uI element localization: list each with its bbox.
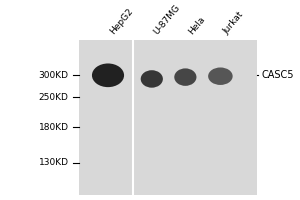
Text: Jurkat: Jurkat [222, 10, 246, 36]
Text: U-87MG: U-87MG [152, 3, 182, 36]
Text: Hela: Hela [187, 15, 207, 36]
Text: 180KD: 180KD [39, 123, 69, 132]
Text: CASC5: CASC5 [261, 70, 294, 80]
Text: 250KD: 250KD [39, 93, 69, 102]
Ellipse shape [141, 70, 163, 88]
Text: 130KD: 130KD [39, 158, 69, 167]
Ellipse shape [208, 67, 233, 85]
Bar [79, 40, 257, 195]
Text: 300KD: 300KD [39, 71, 69, 80]
Text: HepG2: HepG2 [108, 7, 135, 36]
Ellipse shape [174, 68, 196, 86]
Ellipse shape [92, 63, 124, 87]
